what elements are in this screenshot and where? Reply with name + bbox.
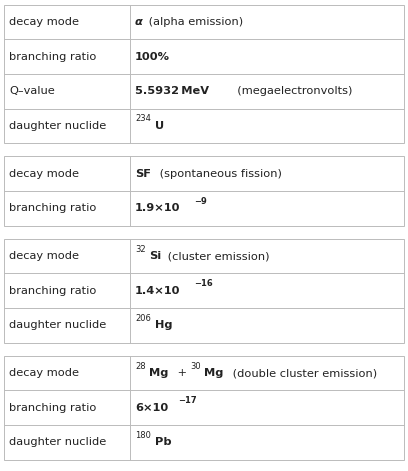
Text: branching ratio: branching ratio — [9, 52, 96, 62]
Text: 28: 28 — [135, 362, 146, 371]
Text: daughter nuclide: daughter nuclide — [9, 438, 106, 447]
Text: 1.9×10: 1.9×10 — [135, 203, 180, 213]
Text: decay mode: decay mode — [9, 368, 79, 378]
Text: branching ratio: branching ratio — [9, 403, 96, 413]
Text: branching ratio: branching ratio — [9, 286, 96, 296]
Text: Q–value: Q–value — [9, 86, 55, 96]
Text: Pb: Pb — [155, 438, 172, 447]
Text: 32: 32 — [135, 244, 146, 254]
Text: (spontaneous fission): (spontaneous fission) — [155, 169, 282, 179]
Text: daughter nuclide: daughter nuclide — [9, 320, 106, 330]
Text: Mg: Mg — [204, 368, 224, 378]
Text: Mg: Mg — [149, 368, 168, 378]
Text: decay mode: decay mode — [9, 251, 79, 261]
Text: −17: −17 — [178, 396, 197, 406]
Text: 1.4×10: 1.4×10 — [135, 286, 180, 296]
Text: +: + — [174, 368, 186, 378]
Text: U: U — [155, 121, 164, 131]
Text: 206: 206 — [135, 314, 151, 323]
Text: branching ratio: branching ratio — [9, 203, 96, 213]
Text: daughter nuclide: daughter nuclide — [9, 121, 106, 131]
Text: (megaelectronvolts): (megaelectronvolts) — [231, 86, 353, 96]
Text: (alpha emission): (alpha emission) — [145, 17, 243, 27]
Text: 6×10: 6×10 — [135, 403, 168, 413]
Text: SF: SF — [135, 169, 151, 179]
Text: α: α — [135, 17, 143, 27]
Text: −9: −9 — [194, 197, 206, 206]
Text: (double cluster emission): (double cluster emission) — [229, 368, 377, 378]
Text: (cluster emission): (cluster emission) — [164, 251, 270, 261]
Text: 30: 30 — [191, 362, 201, 371]
Text: Si: Si — [149, 251, 161, 261]
Text: 5.5932 MeV: 5.5932 MeV — [135, 86, 209, 96]
Text: Hg: Hg — [155, 320, 173, 330]
Text: −16: −16 — [194, 279, 213, 288]
Text: 100%: 100% — [135, 52, 170, 62]
Text: decay mode: decay mode — [9, 17, 79, 27]
Text: 234: 234 — [135, 114, 151, 123]
Text: 180: 180 — [135, 431, 151, 440]
Text: decay mode: decay mode — [9, 169, 79, 179]
